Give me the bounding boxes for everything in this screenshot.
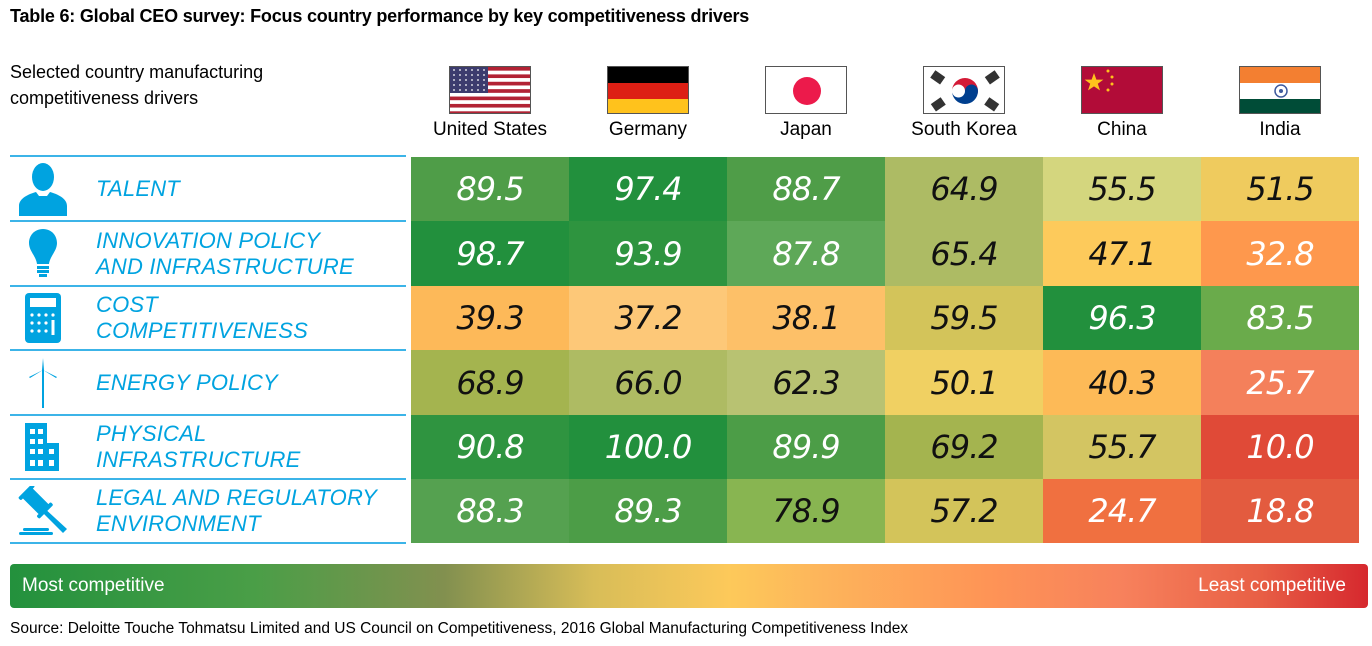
heatmap-cell: 51.5 <box>1201 157 1359 221</box>
country-name: Japan <box>780 119 832 140</box>
driver-label: PHYSICAL INFRASTRUCTURE <box>96 421 300 473</box>
heatmap-cell: 88.7 <box>727 157 885 221</box>
japan-flag-icon <box>765 66 847 114</box>
lightbulb-icon <box>10 224 76 284</box>
calculator-icon <box>10 288 76 348</box>
driver-label: LEGAL AND REGULATORY ENVIRONMENT <box>96 485 377 537</box>
heatmap-cell: 100.0 <box>569 415 727 479</box>
country-name: Germany <box>608 119 688 140</box>
country-name: China <box>1097 119 1147 140</box>
driver-row-label: INNOVATION POLICY AND INFRASTRUCTURE <box>10 221 406 286</box>
heatmap-cell: 55.7 <box>1043 415 1201 479</box>
country-column-header: India <box>1200 66 1360 141</box>
heatmap-cell: 88.3 <box>411 479 569 543</box>
heatmap-cell: 50.1 <box>885 350 1043 415</box>
heatmap-cell: 83.5 <box>1201 286 1359 350</box>
driver-row-label: TALENT <box>10 157 406 221</box>
driver-label-line: ENVIRONMENT <box>96 511 261 536</box>
india-flag-icon <box>1239 66 1321 114</box>
heatmap-cell: 64.9 <box>885 157 1043 221</box>
heatmap-cell: 78.9 <box>727 479 885 543</box>
china-flag-icon <box>1081 66 1163 114</box>
heatmap-cell: 89.5 <box>411 157 569 221</box>
heatmap-cell: 25.7 <box>1201 350 1359 415</box>
heatmap-cell: 57.2 <box>885 479 1043 543</box>
heatmap-cell: 37.2 <box>569 286 727 350</box>
driver-label-line: PHYSICAL <box>96 421 207 446</box>
driver-label: ENERGY POLICY <box>96 370 278 396</box>
driver-label-line: AND INFRASTRUCTURE <box>96 253 354 279</box>
heatmap-cell: 66.0 <box>569 350 727 415</box>
heatmap-cell: 24.7 <box>1043 479 1201 543</box>
driver-row-label: ENERGY POLICY <box>10 350 406 415</box>
heatmap-cell: 96.3 <box>1043 286 1201 350</box>
country-name: South Korea <box>911 119 1017 140</box>
country-name: India <box>1259 119 1301 140</box>
country-name: United States <box>432 119 548 140</box>
country-column-header: South Korea <box>884 66 1044 141</box>
germany-flag-icon <box>607 66 689 114</box>
row-divider <box>10 285 406 287</box>
driver-label-line: INFRASTRUCTURE <box>96 447 301 472</box>
driver-row-label: COST COMPETITIVENESS <box>10 286 406 350</box>
row-divider <box>10 542 406 544</box>
driver-label: COST COMPETITIVENESS <box>96 292 308 344</box>
country-column-header: Germany <box>568 66 728 141</box>
driver-label: TALENT <box>96 176 180 202</box>
driver-label: INNOVATION POLICY AND INFRASTRUCTURE <box>96 228 354 280</box>
heatmap-cell: 40.3 <box>1043 350 1201 415</box>
country-column-header: United States <box>410 66 570 141</box>
driver-row-label: PHYSICAL INFRASTRUCTURE <box>10 415 406 479</box>
row-divider <box>10 478 406 480</box>
heatmap-cell: 97.4 <box>569 157 727 221</box>
heatmap-cell: 89.3 <box>569 479 727 543</box>
heatmap-cell: 47.1 <box>1043 221 1201 286</box>
heatmap-cell: 39.3 <box>411 286 569 350</box>
heatmap-cell: 68.9 <box>411 350 569 415</box>
row-divider <box>10 414 406 416</box>
heatmap-cell: 69.2 <box>885 415 1043 479</box>
source-note: Source: Deloitte Touche Tohmatsu Limited… <box>10 620 909 637</box>
gavel-icon <box>10 481 76 541</box>
heatmap-cell: 90.8 <box>411 415 569 479</box>
heatmap-cell: 62.3 <box>727 350 885 415</box>
driver-label-line: TALENT <box>96 176 180 201</box>
legend-least-competitive: Least competitive <box>1198 575 1346 596</box>
legend-most-competitive: Most competitive <box>22 575 165 596</box>
heatmap-cell: 87.8 <box>727 221 885 286</box>
heatmap-cell: 32.8 <box>1201 221 1359 286</box>
south-korea-flag-icon <box>923 66 1005 114</box>
driver-label-line: COMPETITIVENESS <box>96 318 309 343</box>
heatmap-cell: 65.4 <box>885 221 1043 286</box>
wind-turbine-icon <box>10 353 76 413</box>
person-icon <box>10 159 76 219</box>
driver-row-label: LEGAL AND REGULATORY ENVIRONMENT <box>10 479 406 543</box>
row-divider <box>10 349 406 351</box>
country-column-header: China <box>1042 66 1202 141</box>
row-divider <box>10 220 406 222</box>
chart-title: Table 6: Global CEO survey: Focus countr… <box>10 6 750 26</box>
driver-label-line: INNOVATION POLICY <box>96 227 321 253</box>
driver-label-line: LEGAL AND REGULATORY <box>96 485 378 510</box>
row-header-label: Selected country manufacturing competiti… <box>10 62 264 108</box>
building-icon <box>10 417 76 477</box>
driver-label-line: ENERGY POLICY <box>96 369 278 395</box>
color-scale-legend: Most competitive Least competitive <box>10 564 1368 608</box>
driver-label-line: COST <box>96 292 158 317</box>
country-column-header: Japan <box>726 66 886 141</box>
us-flag-icon <box>449 66 531 114</box>
heatmap-cell: 98.7 <box>411 221 569 286</box>
heatmap-cell: 18.8 <box>1201 479 1359 543</box>
heatmap-cell: 38.1 <box>727 286 885 350</box>
heatmap-cell: 59.5 <box>885 286 1043 350</box>
row-divider <box>10 155 406 157</box>
heatmap-cell: 93.9 <box>569 221 727 286</box>
heatmap-cell: 55.5 <box>1043 157 1201 221</box>
heatmap-cell: 10.0 <box>1201 415 1359 479</box>
heatmap-cell: 89.9 <box>727 415 885 479</box>
